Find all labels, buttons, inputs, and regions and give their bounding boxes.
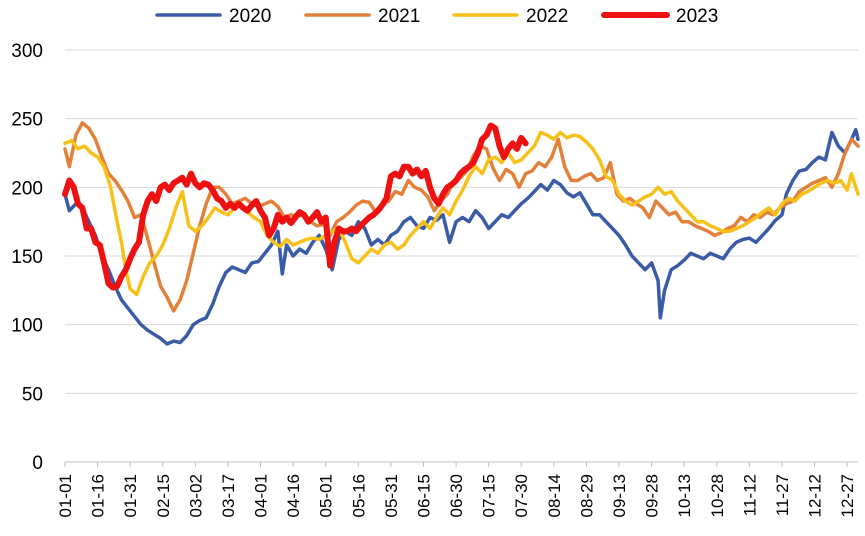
x-tick-label: 12-27 [838,474,857,517]
x-tick-label: 01-16 [89,474,108,517]
legend: 2020 2021 2022 2023 [155,6,718,27]
y-tick-label: 0 [32,453,43,474]
x-tick-label: 04-16 [284,474,303,517]
x-tick-label: 05-31 [382,474,401,517]
series-line-2022 [63,130,860,297]
series-line-2020 [63,127,860,346]
series-lines [62,121,860,346]
y-tick-label: 200 [11,178,43,199]
x-tick-label: 11-12 [740,474,759,516]
y-tick-label: 150 [11,247,43,268]
x-tick-label: 01-01 [56,474,75,517]
x-tick-label: 09-13 [610,474,629,517]
x-tick-label: 07-30 [512,474,531,517]
x-tick-label: 10-13 [675,474,694,517]
legend-label-2021: 2021 [378,6,420,27]
x-tick-label: 12-12 [806,474,825,517]
x-tick-label: 03-02 [186,474,205,517]
y-tick-label: 100 [11,316,43,337]
x-tick-label: 04-01 [252,474,271,517]
legend-label-2023: 2023 [676,6,718,27]
x-tick-label: 09-28 [643,474,662,517]
y-tick-label: 50 [22,384,43,405]
y-tick-label: 250 [11,110,43,131]
x-tick-label: 02-15 [154,474,173,517]
legend-label-2020: 2020 [229,6,271,27]
x-tick-label: 08-29 [577,474,596,517]
x-tick-label: 06-30 [447,474,466,517]
x-tick-label: 08-14 [545,474,564,517]
axes: 0 50 100 150 200 250 300 01-01 01-16 01-31 02-15 03… [11,41,858,517]
x-tick-label: 03-17 [219,474,238,517]
x-tick-label: 10-28 [708,474,727,517]
x-tick-label: 05-01 [317,474,336,517]
x-tick-label: 05-16 [349,474,368,517]
legend-label-2022: 2022 [526,6,568,27]
y-tick-label: 300 [11,41,43,62]
series-line-2023 [62,122,529,291]
x-tick-label: 06-15 [414,474,433,517]
x-tick-label: 07-15 [480,474,499,517]
x-tick-label: 01-31 [121,474,140,517]
x-tick-label: 11-27 [773,474,792,516]
